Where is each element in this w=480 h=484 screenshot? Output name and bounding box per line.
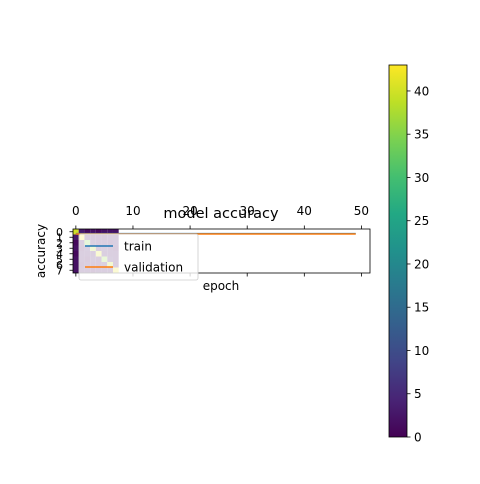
x-axis-label: epoch [203, 279, 240, 293]
colorbar: 0 5 10 15 20 25 30 35 40 [389, 65, 429, 445]
heatmap-cell [73, 262, 79, 268]
colorbar-ticks: 0 5 10 15 20 25 30 35 40 [407, 84, 429, 444]
chart-title: model accuracy [163, 206, 279, 222]
colorbar-tick-label: 5 [414, 387, 422, 401]
colorbar-tick-label: 0 [414, 431, 422, 445]
x-tick-label: 40 [297, 204, 312, 218]
x-tick-label: 20 [182, 204, 197, 218]
colorbar-tick-label: 15 [414, 301, 429, 315]
heatmap-cell [73, 251, 79, 257]
colorbar-tick-label: 30 [414, 171, 429, 185]
x-tick-label: 50 [354, 204, 369, 218]
heatmap-cell [73, 268, 79, 274]
colorbar-tick-label: 40 [414, 84, 429, 98]
heatmap-cell [73, 246, 79, 252]
heatmap-cell [73, 257, 79, 263]
heatmap-cell [73, 235, 79, 241]
legend-label-validation: validation [124, 261, 183, 275]
x-tick-label: 0 [72, 204, 80, 218]
x-tick-label: 30 [240, 204, 255, 218]
y-axis-label: accuracy [34, 224, 48, 278]
y-tick-label: 7 [56, 264, 63, 277]
colorbar-tick-label: 10 [414, 344, 429, 358]
colorbar-tick-label: 25 [414, 214, 429, 228]
legend: train validation [79, 234, 198, 280]
x-tick-label: 10 [125, 204, 140, 218]
colorbar-tick-label: 35 [414, 128, 429, 142]
heatmap-cell [73, 240, 79, 246]
colorbar-tick-label: 20 [414, 257, 429, 271]
legend-label-train: train [124, 240, 152, 254]
colorbar-gradient [389, 65, 407, 437]
